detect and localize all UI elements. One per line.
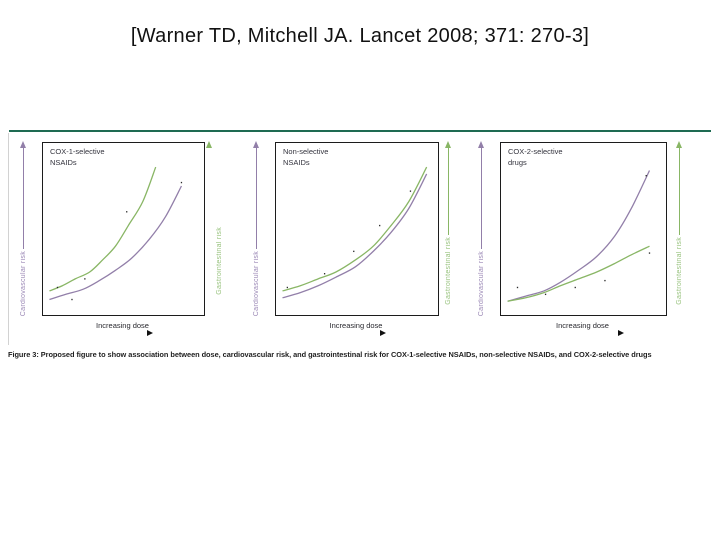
right-arrowhead-icon xyxy=(618,330,624,336)
panel-cox2-selective: Cardiovascular risk COX-2-selective drug… xyxy=(474,140,716,350)
figure-left-edge xyxy=(8,133,9,345)
cardiovascular-risk-axis: Cardiovascular risk xyxy=(475,141,487,317)
plot-box: COX-2-selective drugs xyxy=(500,142,667,316)
x-axis-label: Increasing dose xyxy=(556,321,609,330)
cardiovascular-risk-axis: Cardiovascular risk xyxy=(17,141,29,317)
axis-line xyxy=(255,148,257,249)
axis-line xyxy=(447,148,449,236)
gastrointestinal-risk-label: Gastrointestinal risk xyxy=(216,227,223,295)
axis-line xyxy=(480,148,482,249)
dose-risk-curves xyxy=(276,143,438,315)
cardiovascular-risk-label: Cardiovascular risk xyxy=(252,250,260,316)
gastrointestinal-risk-axis: Gastrointestinal risk xyxy=(673,141,685,317)
up-arrowhead-icon xyxy=(445,141,451,148)
axis-line xyxy=(678,148,680,236)
x-axis-label: Increasing dose xyxy=(329,321,383,330)
up-arrowhead-icon xyxy=(206,141,212,148)
panel-title-line1: COX-1-selective xyxy=(50,147,105,156)
plot-box: Non-selective NSAIDs xyxy=(275,142,439,316)
figure-top-rule xyxy=(9,130,711,132)
up-arrowhead-icon xyxy=(20,141,26,148)
axis-line xyxy=(22,148,24,249)
panel-title-line2: NSAIDs xyxy=(283,157,310,167)
dose-risk-curves xyxy=(43,143,204,315)
panel-cox1-selective: Cardiovascular risk COX-1-selective NSAI… xyxy=(16,140,248,350)
panel-non-selective: Cardiovascular risk Non-selective NSAIDs… xyxy=(249,140,481,350)
panel-title-line2: NSAIDs xyxy=(50,157,77,167)
figure-caption: Figure 3: Proposed figure to show associ… xyxy=(8,350,652,359)
citation-title: [Warner TD, Mitchell JA. Lancet 2008; 37… xyxy=(130,25,590,47)
gastrointestinal-risk-axis: Gastrointestinal risk xyxy=(203,141,223,317)
panel-title: COX-1-selective NSAIDs xyxy=(50,147,105,169)
gastrointestinal-risk-axis: Gastrointestinal risk xyxy=(442,141,454,317)
panel-title-line1: Non-selective xyxy=(283,147,329,156)
right-arrowhead-icon xyxy=(380,330,386,336)
up-arrowhead-icon xyxy=(676,141,682,148)
dose-risk-curves xyxy=(501,143,666,315)
plot-box: COX-1-selective NSAIDs xyxy=(42,142,205,316)
cardiovascular-risk-label: Cardiovascular risk xyxy=(477,250,485,316)
panel-title-line2: drugs xyxy=(508,157,527,167)
panel-title-line1: COX-2-selective xyxy=(508,147,563,156)
cardiovascular-risk-axis: Cardiovascular risk xyxy=(250,141,262,317)
x-axis-label: Increasing dose xyxy=(96,321,149,330)
gastrointestinal-risk-label: Gastrointestinal risk xyxy=(675,237,683,305)
up-arrowhead-icon xyxy=(253,141,259,148)
cardiovascular-risk-label: Cardiovascular risk xyxy=(19,250,27,316)
panel-title: Non-selective NSAIDs xyxy=(283,147,328,169)
panel-title: COX-2-selective drugs xyxy=(508,147,563,169)
gastrointestinal-risk-label: Gastrointestinal risk xyxy=(444,237,452,305)
right-arrowhead-icon xyxy=(147,330,153,336)
up-arrowhead-icon xyxy=(478,141,484,148)
